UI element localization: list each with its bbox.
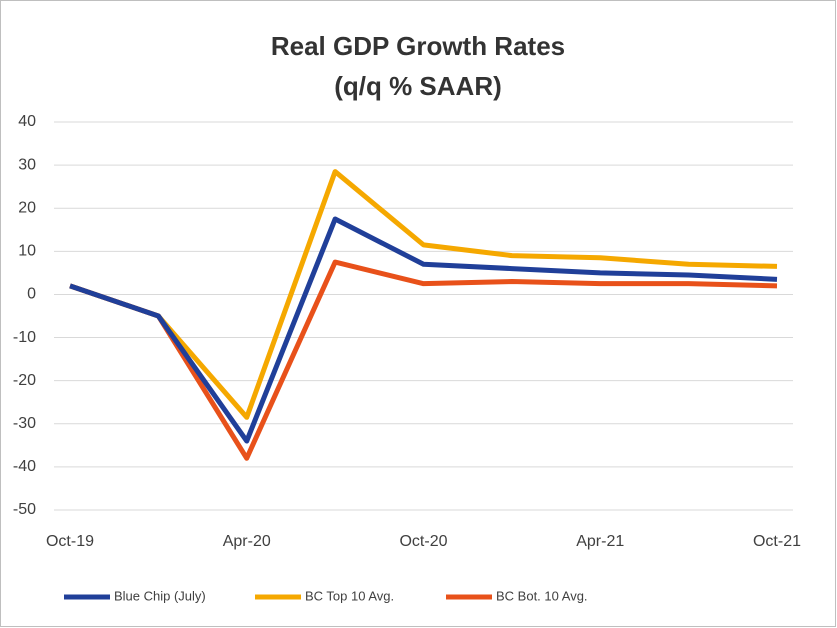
y-tick-label: -50 xyxy=(13,501,36,518)
x-tick-label: Oct-19 xyxy=(46,533,94,550)
x-tick-label: Apr-21 xyxy=(576,533,624,550)
y-tick-label: 30 xyxy=(18,156,36,173)
y-tick-label: 0 xyxy=(27,286,36,303)
legend-label: BC Top 10 Avg. xyxy=(305,588,394,603)
legend-label: BC Bot. 10 Avg. xyxy=(496,588,588,603)
y-tick-label: -40 xyxy=(13,458,36,475)
y-tick-label: 10 xyxy=(18,243,36,260)
y-tick-label: 40 xyxy=(18,113,36,130)
chart-subtitle: (q/q % SAAR) xyxy=(334,71,502,101)
series-line xyxy=(69,216,778,444)
y-tick-label: -30 xyxy=(13,415,36,432)
x-tick-label: Oct-21 xyxy=(753,533,801,550)
y-tick-label: -10 xyxy=(13,329,36,346)
y-tick-label: 20 xyxy=(18,199,36,216)
x-tick-label: Apr-20 xyxy=(223,533,271,550)
y-tick-label: -20 xyxy=(13,372,36,389)
x-tick-label: Oct-20 xyxy=(399,533,447,550)
chart-title: Real GDP Growth Rates xyxy=(271,31,565,61)
series-line xyxy=(69,259,778,461)
legend-label: Blue Chip (July) xyxy=(114,588,206,603)
series-line xyxy=(69,169,778,420)
